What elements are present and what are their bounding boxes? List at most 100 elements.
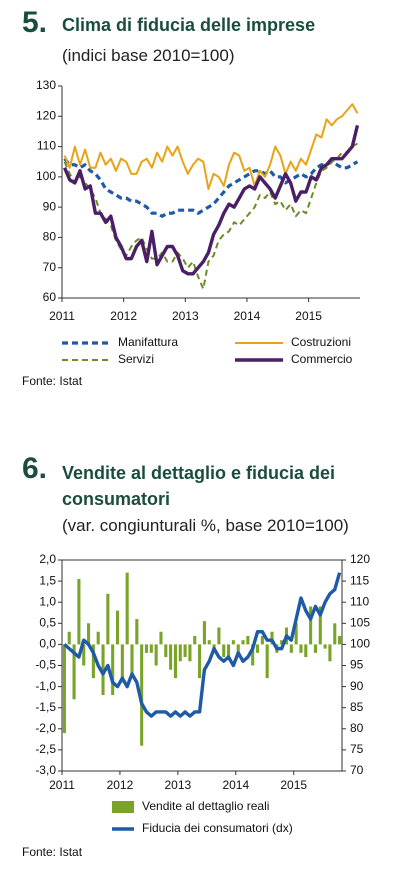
y-tick-label: -2,5: [35, 742, 56, 756]
source: Fonte: Istat: [22, 374, 83, 388]
chart-number: 5.: [22, 6, 48, 39]
bar: [338, 635, 342, 645]
x-tick-label: 2012: [110, 309, 137, 323]
bar: [289, 644, 293, 653]
y-tick-label: 0,0: [39, 637, 56, 651]
bar: [202, 621, 206, 645]
x-tick-label: 2015: [295, 309, 322, 323]
x-tick-label: 2014: [234, 309, 261, 323]
x-tick-label: 2012: [107, 778, 134, 792]
bar: [111, 644, 115, 696]
legend-label: Vendite al dettaglio reali: [142, 799, 269, 813]
y-tick-label: 70: [43, 260, 57, 274]
bar: [91, 644, 95, 679]
bar: [72, 644, 76, 700]
bar: [207, 640, 211, 645]
bar: [255, 644, 260, 653]
x-tick-label: 2013: [172, 309, 199, 323]
chart-subtitle: (var. congiunturali %, base 2010=100): [62, 516, 349, 535]
bar: [135, 619, 139, 645]
bar: [96, 631, 100, 645]
bar: [323, 644, 327, 649]
bar: [309, 606, 313, 645]
y2-tick-label: 100: [350, 637, 370, 651]
bar: [149, 644, 153, 653]
bar: [198, 644, 202, 679]
bar: [169, 644, 173, 670]
bar: [154, 644, 158, 666]
bar: [217, 627, 221, 645]
y-tick-label: 1,5: [39, 573, 56, 587]
bar: [159, 631, 163, 645]
legend-label: Costruzioni: [291, 335, 351, 349]
line: [63, 157, 359, 218]
bar: [236, 644, 240, 653]
bar: [115, 610, 120, 645]
bar: [270, 631, 274, 645]
y-tick-label: -0,5: [35, 658, 56, 672]
bar: [328, 644, 332, 662]
line: [63, 572, 342, 718]
y2-tick-label: 90: [350, 679, 364, 693]
y-tick-label: 100: [36, 169, 56, 183]
bar: [62, 644, 66, 734]
y-tick-label: -3,0: [35, 763, 56, 777]
chart-number: 6.: [22, 452, 48, 485]
bar: [77, 578, 81, 645]
y-tick-label: 80: [43, 230, 57, 244]
bar: [280, 640, 284, 645]
chart-subtitle: (indici base 2010=100): [62, 46, 235, 65]
bar: [106, 593, 110, 645]
legend-swatch: [112, 801, 134, 813]
y-tick-label: 2,0: [39, 552, 56, 566]
y2-tick-label: 75: [350, 742, 364, 756]
line: [63, 103, 359, 190]
bar: [260, 635, 264, 645]
bar: [227, 644, 231, 658]
bar: [318, 606, 322, 645]
x-tick-label: 2011: [49, 309, 75, 323]
y2-tick-label: 120: [350, 552, 370, 566]
bar: [173, 644, 177, 679]
bar: [299, 644, 303, 653]
y-tick-label: -2,0: [35, 721, 56, 735]
source: Fonte: Istat: [22, 845, 83, 859]
chart-title: Clima di fiducia delle imprese: [62, 15, 316, 35]
bar: [140, 644, 144, 746]
legend-label: Servizi: [118, 352, 154, 366]
y2-tick-label: 110: [350, 594, 369, 608]
y2-tick-label: 80: [350, 721, 364, 735]
bar: [304, 644, 308, 658]
bar: [188, 644, 192, 662]
bar: [82, 644, 86, 666]
chart-title: Vendite al dettaglio e fiducia dei consu…: [62, 463, 336, 509]
y-tick-label: 110: [37, 139, 56, 153]
line: [63, 142, 358, 290]
bar: [241, 640, 245, 645]
line: [63, 124, 360, 276]
y2-tick-label: 105: [350, 615, 370, 629]
x-tick-label: 2015: [280, 778, 307, 792]
y-tick-label: 1,0: [39, 594, 56, 608]
y-tick-label: 60: [43, 290, 57, 304]
bar: [144, 644, 149, 653]
x-tick-label: 2013: [165, 778, 192, 792]
bar: [120, 644, 124, 683]
y2-tick-label: 70: [350, 763, 364, 777]
bar: [251, 644, 255, 666]
bar: [101, 644, 105, 696]
bar: [265, 644, 269, 679]
bar: [246, 635, 250, 645]
y-tick-label: -1,0: [35, 679, 56, 693]
bar: [67, 631, 71, 645]
y-tick-label: 120: [36, 108, 56, 122]
y-tick-label: -1,5: [35, 700, 56, 714]
bar: [294, 623, 298, 645]
bar: [183, 644, 187, 658]
bar: [333, 623, 337, 645]
y-tick-label: 0,5: [39, 615, 56, 629]
bar: [125, 572, 129, 645]
bar: [178, 644, 182, 662]
